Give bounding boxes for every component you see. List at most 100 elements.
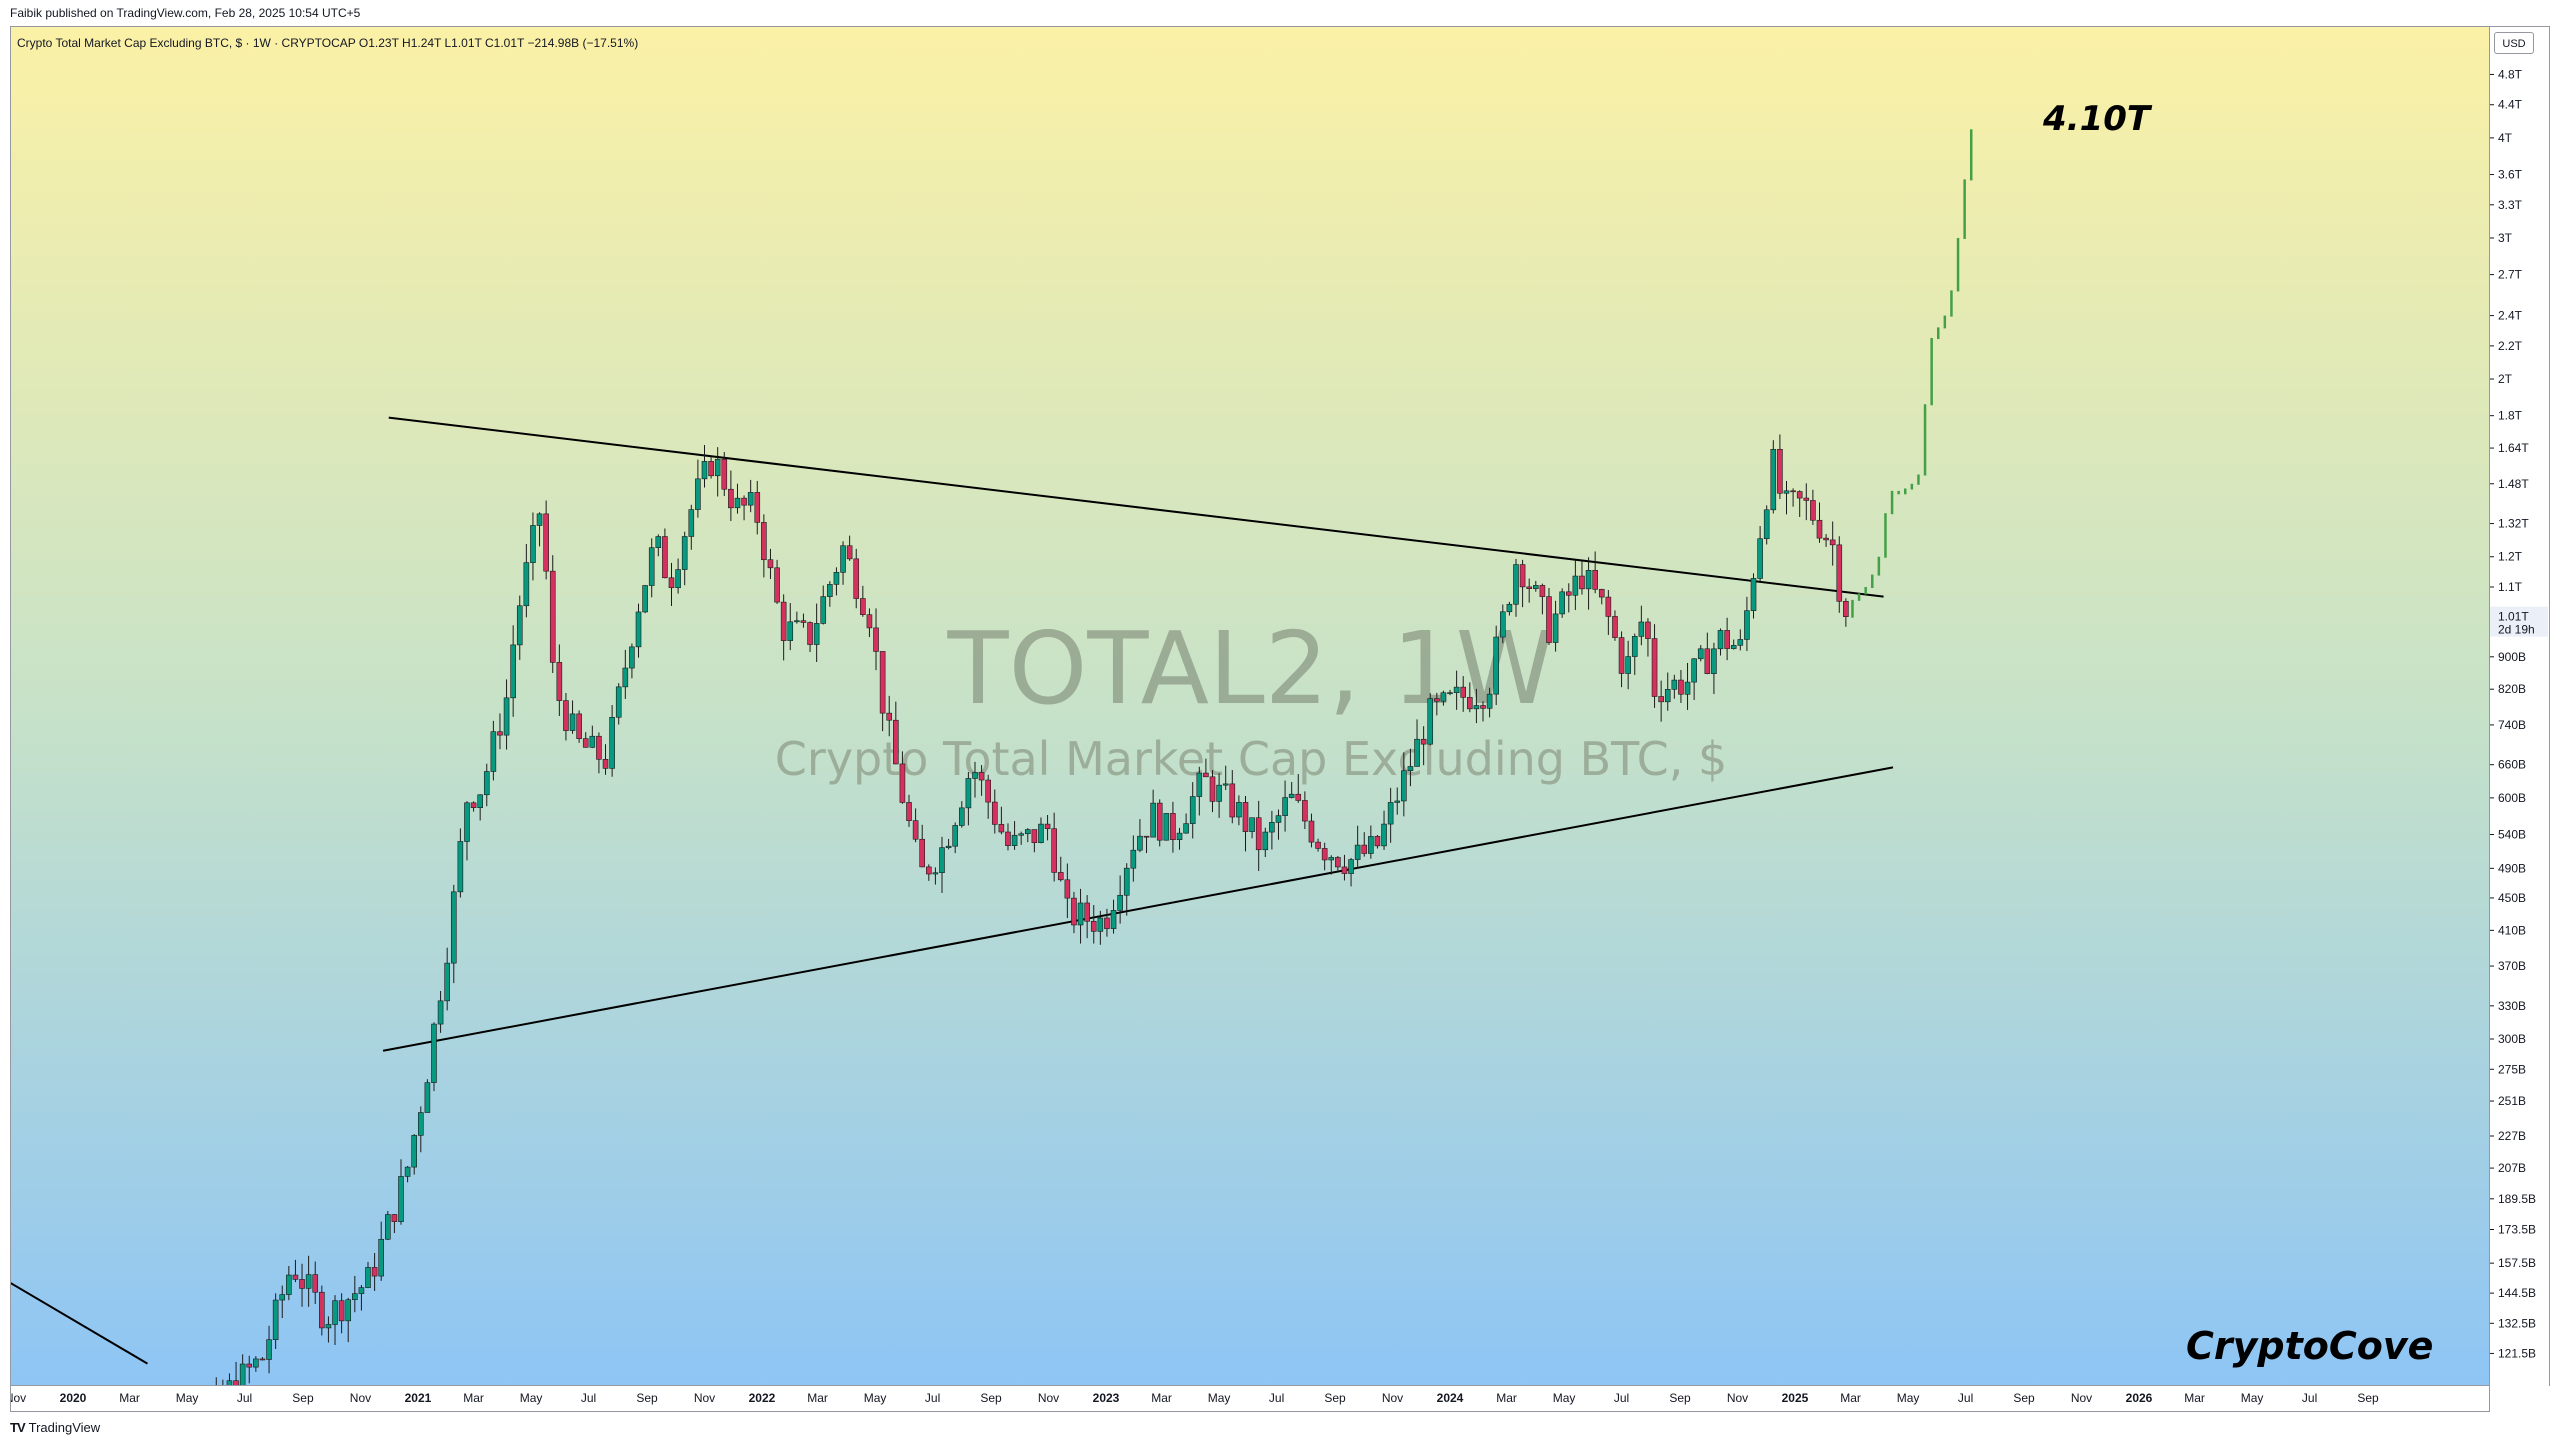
candle xyxy=(226,1373,233,1385)
candle xyxy=(1176,827,1183,850)
candle xyxy=(523,544,530,618)
candle xyxy=(596,732,602,774)
trendlines-layer xyxy=(11,416,1894,1365)
price-axis[interactable]: 4.8T 4.4T 4T 3.6T 3.3T 3T 2.7T 2.4T 2.2T 2T 1.8T 1.… xyxy=(2490,26,2550,1386)
candle xyxy=(675,558,681,594)
candle-body xyxy=(385,1214,391,1240)
candle xyxy=(1612,610,1618,641)
price-tick-label: 300B xyxy=(2498,1032,2526,1046)
candle-body xyxy=(1084,902,1090,922)
time-tick-label: 2026 xyxy=(2126,1391,2153,1405)
candle xyxy=(1387,787,1394,843)
candle xyxy=(1005,823,1011,851)
candle-body xyxy=(695,478,701,510)
candle xyxy=(305,1255,312,1307)
candle-body xyxy=(497,731,503,736)
candle-body xyxy=(543,513,549,572)
candle xyxy=(998,806,1005,835)
candle-body xyxy=(1664,689,1671,703)
candles-layer xyxy=(215,434,1849,1385)
candle-body xyxy=(523,562,530,607)
tradingview-logo[interactable]: TV TradingView xyxy=(10,1420,100,1435)
symbol-legend[interactable]: Crypto Total Market Cap Excluding BTC, $… xyxy=(17,36,639,50)
candle xyxy=(893,701,899,765)
candle-body xyxy=(305,1274,312,1289)
candle xyxy=(648,538,655,598)
candle-body xyxy=(279,1294,286,1301)
candle xyxy=(1361,832,1368,857)
candle xyxy=(958,801,965,828)
time-tick-label: Nov xyxy=(1382,1391,1403,1405)
time-tick-label: May xyxy=(520,1391,543,1405)
time-tick-label: Jul xyxy=(237,1391,252,1405)
time-tick-label: Mar xyxy=(1840,1391,1861,1405)
candle-body xyxy=(1796,491,1803,499)
candle xyxy=(1711,642,1717,695)
candle xyxy=(1348,857,1354,887)
time-tick-label: May xyxy=(1897,1391,1920,1405)
price-tick-label: 600B xyxy=(2498,791,2526,805)
candle-body xyxy=(246,1363,253,1368)
candle xyxy=(497,713,503,750)
candle xyxy=(655,534,662,557)
candle-body xyxy=(1763,509,1770,540)
candle-body xyxy=(510,644,516,699)
candle-body xyxy=(563,700,569,731)
time-tick-label: 2024 xyxy=(1437,1391,1464,1405)
candle xyxy=(1717,628,1724,656)
candle xyxy=(1803,483,1810,521)
candle-body xyxy=(556,662,563,701)
price-tick-label: 144.5B xyxy=(2498,1286,2536,1300)
candle xyxy=(1539,583,1546,615)
candle xyxy=(1651,624,1658,708)
candle xyxy=(1335,855,1341,871)
chart-canvas[interactable]: TOTAL2, 1W Crypto Total Market Cap Exclu… xyxy=(11,27,2489,1385)
candle-body xyxy=(239,1363,246,1385)
time-tick-label: Jul xyxy=(1614,1391,1629,1405)
candle-body xyxy=(1836,544,1843,602)
time-tick-label: Nov xyxy=(1727,1391,1748,1405)
candle xyxy=(721,451,728,496)
candle-body xyxy=(1829,539,1836,546)
candle xyxy=(1255,800,1262,871)
candle-body xyxy=(1777,448,1783,494)
time-axis[interactable]: Nov 2020 Mar May Jul Sep Nov 2021 Mar May Jul Sep No… xyxy=(5,1386,2490,1412)
candle-body xyxy=(780,601,787,641)
candle xyxy=(1110,899,1117,934)
candle-body xyxy=(417,1112,424,1136)
candle xyxy=(563,692,569,741)
candle xyxy=(1321,842,1328,871)
candle-body xyxy=(1005,831,1011,846)
candle xyxy=(1130,835,1137,882)
candle xyxy=(398,1159,404,1225)
candle-body xyxy=(1532,585,1539,589)
candle-body xyxy=(233,1380,239,1385)
candle xyxy=(1770,440,1777,514)
candle xyxy=(312,1261,319,1305)
candle xyxy=(1051,812,1057,882)
candle xyxy=(431,1022,437,1092)
candle xyxy=(1757,526,1763,582)
candle-body xyxy=(886,712,893,721)
candle xyxy=(391,1214,398,1234)
price-tick-label: 1.2T xyxy=(2498,550,2523,564)
price-tick-label: 410B xyxy=(2498,923,2526,937)
candle xyxy=(1434,692,1440,716)
candle-body xyxy=(866,614,873,629)
candle xyxy=(530,512,536,581)
candle-body xyxy=(444,962,450,1002)
candle xyxy=(866,608,873,638)
currency-button[interactable]: USD xyxy=(2494,32,2534,54)
trendline-lower-support xyxy=(382,766,1894,1052)
candle xyxy=(319,1285,325,1336)
candle xyxy=(1546,587,1552,645)
candle-body xyxy=(860,598,866,615)
candle xyxy=(1249,817,1255,839)
chart-pane[interactable]: TOTAL2, 1W Crypto Total Market Cap Exclu… xyxy=(10,26,2490,1386)
time-tick-label: Mar xyxy=(1151,1391,1172,1405)
candle xyxy=(1684,662,1691,710)
candle xyxy=(1572,559,1579,611)
candle-body xyxy=(1552,613,1559,643)
time-tick-label: Mar xyxy=(119,1391,140,1405)
price-tick-label: 2.7T xyxy=(2498,268,2523,282)
